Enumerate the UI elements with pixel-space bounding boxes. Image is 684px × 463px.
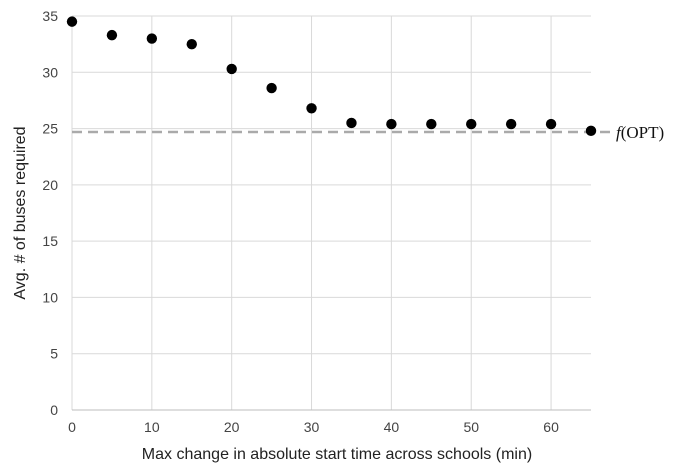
data-point <box>266 82 277 94</box>
y-tick-label: 20 <box>42 177 58 193</box>
x-tick-labels: 0 10 20 30 40 50 60 <box>68 419 559 435</box>
data-point <box>466 118 477 130</box>
x-tick-label: 40 <box>384 419 400 435</box>
grid <box>71 15 591 411</box>
x-tick-label: 20 <box>224 419 240 435</box>
data-point <box>505 118 517 130</box>
data-points <box>66 16 597 137</box>
data-point <box>226 63 237 75</box>
y-tick-label: 0 <box>50 402 58 418</box>
data-point <box>545 118 557 130</box>
x-axis-title: Max change in absolute start time across… <box>142 446 532 463</box>
data-point <box>146 33 158 44</box>
data-point <box>66 16 78 27</box>
data-point <box>346 117 357 129</box>
data-point <box>106 29 118 41</box>
y-axis-title: Avg. # of buses required <box>12 126 29 299</box>
y-tick-label: 15 <box>42 233 58 249</box>
data-point <box>386 118 397 130</box>
y-tick-label: 5 <box>50 346 58 362</box>
x-tick-label: 60 <box>543 419 559 435</box>
y-tick-label: 25 <box>42 121 58 137</box>
x-tick-label: 10 <box>144 419 160 435</box>
reference-line-label-rest: (OPT) <box>621 123 664 142</box>
data-point <box>306 103 317 114</box>
data-point <box>426 118 437 130</box>
data-point <box>585 125 597 137</box>
reference-line-label-f: f <box>616 123 623 142</box>
y-tick-label: 10 <box>42 289 58 305</box>
reference-line-label: f(OPT) <box>616 123 664 142</box>
y-tick-label: 30 <box>42 64 58 80</box>
x-tick-label: 30 <box>304 419 320 435</box>
data-point <box>186 38 197 50</box>
y-tick-labels: 0 5 10 15 20 25 30 35 <box>42 8 58 418</box>
x-tick-label: 0 <box>68 419 76 435</box>
y-tick-label: 35 <box>42 8 58 24</box>
x-tick-label: 50 <box>463 419 479 435</box>
